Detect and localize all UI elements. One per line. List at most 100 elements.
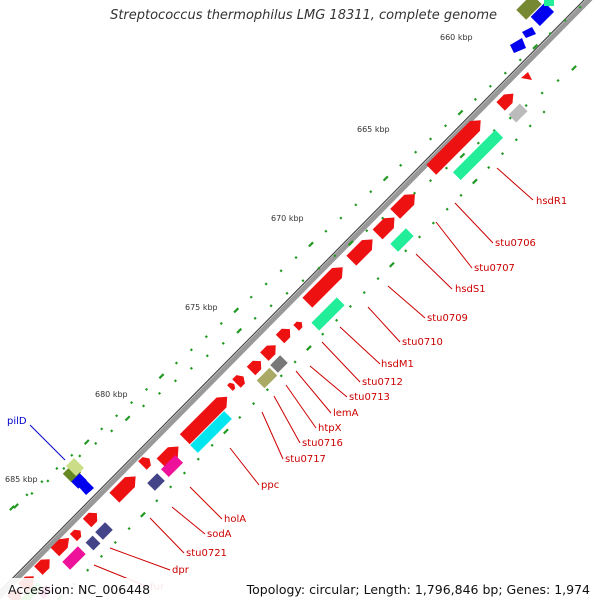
kbp-label-680: 680 kbp bbox=[95, 390, 128, 399]
leader-line bbox=[387, 285, 426, 319]
tick-mark bbox=[144, 387, 149, 391]
cds-arrow bbox=[34, 559, 50, 575]
gene-label-hsdS1: hsdS1 bbox=[455, 284, 486, 295]
gene-label-pilD: pilD bbox=[7, 416, 27, 427]
tick-mark bbox=[457, 109, 464, 116]
tick-mark bbox=[249, 295, 253, 299]
tick-mark bbox=[488, 84, 492, 88]
tick-mark bbox=[279, 269, 283, 273]
feature-blue-pilD bbox=[78, 480, 94, 495]
tick-mark bbox=[83, 439, 90, 446]
tick-mark bbox=[301, 279, 305, 283]
tick-row-outer bbox=[13, 65, 577, 509]
tick-mark bbox=[55, 466, 59, 471]
tick-mark bbox=[293, 360, 297, 364]
cds-arrow bbox=[496, 93, 514, 111]
tick-mark bbox=[563, 18, 567, 22]
tick-mark bbox=[376, 277, 380, 281]
kbp-label-685: 685 kbp bbox=[5, 475, 38, 484]
tick-mark bbox=[556, 78, 560, 83]
kbp-label-665: 665 kbp bbox=[357, 125, 390, 134]
feature-block bbox=[452, 129, 504, 181]
tick-mark bbox=[321, 332, 325, 336]
tick-mark bbox=[473, 97, 477, 101]
cds-arrow bbox=[50, 537, 70, 557]
tick-mark bbox=[221, 341, 225, 345]
cds-arrow bbox=[232, 375, 245, 388]
feature-block bbox=[270, 355, 288, 373]
leader-line bbox=[496, 167, 534, 201]
tick-mark bbox=[571, 65, 577, 71]
gene-label-ppc: ppc bbox=[261, 480, 279, 491]
cds-arrow bbox=[372, 217, 395, 240]
tick-mark bbox=[173, 379, 177, 383]
tick-mark bbox=[308, 241, 314, 248]
tick-mark bbox=[362, 290, 366, 295]
leader-line bbox=[229, 447, 260, 486]
feature-block bbox=[390, 228, 414, 252]
leader-line bbox=[435, 221, 473, 269]
leader-line bbox=[189, 486, 223, 520]
tick-mark bbox=[388, 261, 395, 268]
cds-arrow bbox=[390, 194, 415, 219]
leader-line bbox=[367, 306, 401, 343]
feature-teal-small bbox=[544, 0, 554, 6]
tick-mark bbox=[431, 221, 435, 225]
leader-line bbox=[29, 424, 66, 461]
tick-mark bbox=[548, 31, 552, 36]
cds-arrow bbox=[179, 396, 228, 445]
tick-mark bbox=[514, 138, 518, 142]
feature-red-small bbox=[521, 72, 532, 80]
leader-line bbox=[415, 253, 453, 290]
cds-arrow bbox=[82, 512, 98, 528]
tick-mark bbox=[459, 152, 466, 159]
tick-mark bbox=[182, 471, 187, 475]
tick-mark bbox=[347, 240, 354, 247]
tick-mark bbox=[253, 316, 257, 320]
cds-arrow bbox=[275, 328, 291, 344]
kbp-label-670: 670 kbp bbox=[271, 214, 304, 223]
tick-mark bbox=[196, 457, 200, 461]
cds-arrow bbox=[109, 476, 136, 503]
leader-line bbox=[321, 341, 361, 383]
tick-mark bbox=[264, 282, 268, 286]
feature-blue-arrow bbox=[510, 38, 526, 53]
leader-line bbox=[309, 365, 348, 398]
tick-mark bbox=[428, 179, 433, 183]
leader-line bbox=[149, 517, 185, 554]
tick-mark bbox=[157, 391, 162, 395]
tick-mark bbox=[269, 304, 273, 308]
tick-mark bbox=[169, 485, 173, 489]
cds-arrow bbox=[138, 457, 151, 470]
gene-label-hsdM1: hsdM1 bbox=[381, 359, 414, 370]
tick-mark bbox=[124, 415, 131, 422]
tick-mark bbox=[46, 479, 50, 483]
tick-mark bbox=[86, 568, 90, 572]
tick-mark bbox=[540, 91, 544, 95]
gene-label-stu0713: stu0713 bbox=[349, 392, 390, 403]
feature-track bbox=[6, 93, 528, 600]
tick-mark bbox=[365, 229, 369, 233]
tick-mark bbox=[369, 190, 373, 194]
tick-mark bbox=[306, 345, 312, 351]
gene-label-stu0707: stu0707 bbox=[474, 263, 515, 274]
tick-mark bbox=[140, 511, 146, 518]
gene-label-stu0716: stu0716 bbox=[302, 438, 343, 449]
gene-label-stu0710: stu0710 bbox=[402, 337, 443, 348]
tick-mark bbox=[210, 443, 214, 447]
tick-mark bbox=[236, 327, 243, 334]
leader-line bbox=[285, 384, 317, 429]
cds-arrow bbox=[69, 529, 82, 542]
gene-labels: hsdR1 stu0706 stu0707 hsdS1 stu0709 stu0… bbox=[7, 196, 567, 593]
backbone-outer bbox=[0, 0, 585, 592]
tick-mark bbox=[205, 354, 209, 358]
tick-mark bbox=[417, 235, 422, 239]
feature-block bbox=[71, 473, 87, 489]
tick-mark bbox=[9, 505, 15, 511]
tick-mark bbox=[130, 401, 134, 405]
tick-mark bbox=[113, 540, 117, 545]
cds-arrow bbox=[293, 321, 303, 331]
accession-text: Accession: NC_006448 bbox=[8, 582, 151, 597]
tick-mark bbox=[500, 152, 505, 156]
